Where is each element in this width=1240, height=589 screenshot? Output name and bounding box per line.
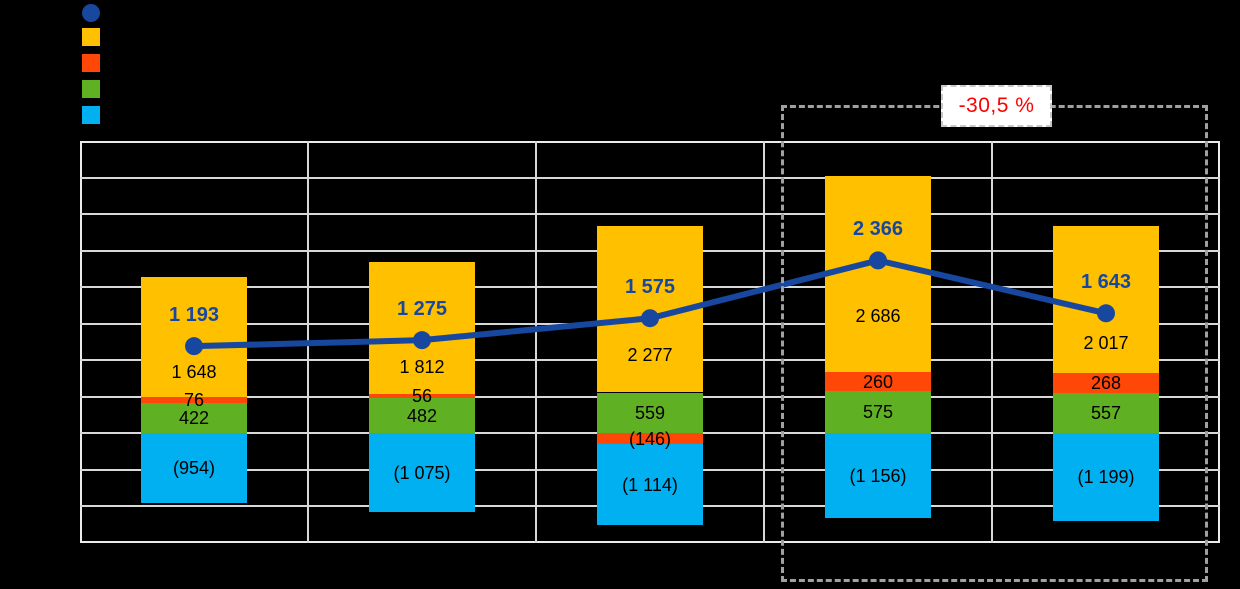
orange-segment bbox=[141, 276, 247, 397]
bar-value-label: 575 bbox=[862, 402, 894, 423]
bar-value-label: 557 bbox=[1090, 403, 1122, 423]
red-segment bbox=[825, 372, 931, 392]
bar-value-label: 2 686 bbox=[855, 306, 901, 327]
orange-segment bbox=[825, 176, 931, 373]
plot-area bbox=[80, 141, 1220, 543]
bar-value-label: 422 bbox=[178, 407, 210, 428]
cyan-segment bbox=[141, 433, 247, 504]
bar-value-label: 1 648 bbox=[171, 361, 217, 382]
line-value-label: 1 575 bbox=[624, 276, 676, 299]
bar-value-label: 482 bbox=[406, 405, 438, 426]
red-segment bbox=[1053, 373, 1159, 393]
line-legend-marker-icon bbox=[82, 4, 100, 22]
bar-value-label: (1 075) bbox=[393, 462, 451, 483]
line-value-label: 2 366 bbox=[852, 218, 904, 241]
cyan-segment bbox=[597, 444, 703, 526]
green-legend-marker-icon bbox=[82, 80, 100, 98]
bar-value-label: (146) bbox=[628, 428, 672, 449]
bar-value-label: 260 bbox=[862, 371, 894, 392]
red-segment bbox=[369, 394, 475, 399]
bar-value-label: 2 277 bbox=[627, 345, 673, 366]
gridline-vertical bbox=[535, 141, 537, 543]
bar-value-label: 2 017 bbox=[1083, 333, 1129, 354]
cyan-segment bbox=[369, 433, 475, 512]
bar-value-label: (1 156) bbox=[849, 465, 907, 486]
bar-value-label: (1 199) bbox=[1077, 467, 1135, 488]
bar-value-label: (1 114) bbox=[622, 474, 678, 495]
green-segment bbox=[597, 392, 703, 434]
line-point-marker bbox=[185, 337, 203, 356]
gridline-vertical bbox=[763, 141, 765, 543]
green-segment bbox=[1053, 392, 1159, 434]
line-point-marker bbox=[1097, 304, 1115, 323]
annotation-box: -30,5 % bbox=[941, 85, 1052, 127]
orange-segment bbox=[369, 261, 475, 395]
red-segment bbox=[597, 433, 703, 445]
cyan-legend-marker-icon bbox=[82, 106, 100, 124]
bar-value-label: (954) bbox=[172, 458, 216, 479]
bar-value-label: 56 bbox=[411, 386, 433, 407]
gridline-horizontal bbox=[80, 213, 1220, 216]
line-value-label: 1 643 bbox=[1080, 271, 1132, 294]
bar-value-label: 76 bbox=[183, 389, 205, 410]
green-segment bbox=[825, 391, 931, 434]
red-legend-marker-icon bbox=[82, 54, 100, 72]
red-segment bbox=[141, 396, 247, 403]
orange-segment bbox=[1053, 225, 1159, 374]
line-point-marker bbox=[413, 331, 431, 350]
bar-value-label: 268 bbox=[1090, 372, 1122, 393]
line-point-marker bbox=[641, 309, 659, 328]
annotation-label: -30,5 % bbox=[958, 94, 1035, 117]
cyan-segment bbox=[1053, 433, 1159, 521]
bar-value-label: 559 bbox=[634, 402, 666, 423]
line-value-label: 1 275 bbox=[396, 298, 448, 321]
bar-value-label: 1 812 bbox=[399, 357, 445, 378]
line-point-marker bbox=[869, 251, 887, 270]
orange-legend-marker-icon bbox=[82, 28, 100, 46]
line-value-label: 1 193 bbox=[168, 304, 220, 327]
green-segment bbox=[369, 398, 475, 434]
cyan-segment bbox=[825, 433, 931, 518]
gridline-horizontal bbox=[80, 176, 1220, 179]
highlight-region bbox=[781, 105, 1208, 582]
gridline-vertical bbox=[991, 141, 993, 543]
green-segment bbox=[141, 402, 247, 434]
